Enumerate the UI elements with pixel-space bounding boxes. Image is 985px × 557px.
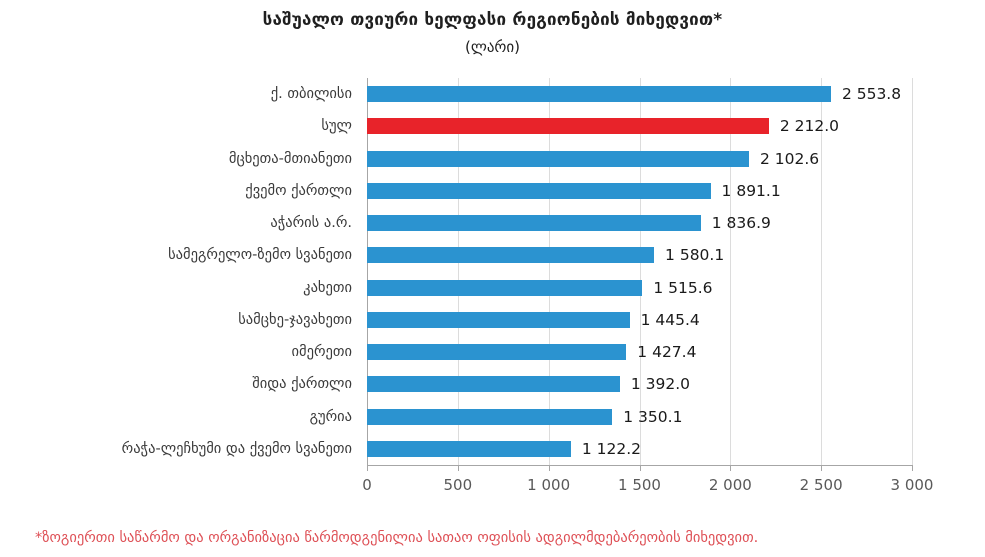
category-label: იმერეთი — [291, 344, 352, 361]
value-label: 1 836.9 — [711, 214, 771, 233]
bar-highlighted — [367, 118, 769, 135]
bar-track: 1 122.2 — [367, 433, 912, 465]
category-label: გურია — [309, 408, 352, 425]
bar-row: სულ 2 212.0 — [0, 110, 985, 142]
category-label: ქ. თბილისი — [270, 86, 352, 103]
gridline — [730, 78, 732, 465]
value-label: 1 392.0 — [630, 375, 691, 394]
category-label: რაჭა-ლეჩხუმი და ქვემო სვანეთი — [121, 440, 352, 457]
bar-track: 1 350.1 — [367, 401, 912, 433]
bar-row: ქვემო ქართლი 1 891.1 — [0, 175, 985, 207]
gridline — [639, 78, 641, 465]
chart-title: საშუალო თვიური ხელფასი რეგიონების მიხედვ… — [262, 10, 723, 30]
x-axis-line — [367, 465, 913, 466]
plot-area: ქ. თბილისი 2 553.8 სულ 2 212.0 მცხეთა-მთ… — [0, 78, 985, 494]
x-axis-tick — [548, 466, 550, 471]
category-label: მცხეთა-მთიანეთი — [228, 150, 352, 167]
value-label: 1 350.1 — [623, 407, 683, 426]
bar — [367, 215, 701, 232]
bar-row: სამცხე-ჯავახეთი 1 445.4 — [0, 304, 985, 336]
x-axis-tick — [639, 466, 641, 471]
bar — [367, 344, 627, 361]
category-label: სამცხე-ჯავახეთი — [238, 311, 352, 328]
x-axis-tick-label: 2 000 — [708, 476, 752, 494]
category-label: შიდა ქართლი — [252, 376, 352, 393]
bar-track: 2 102.6 — [367, 143, 912, 175]
value-label: 1 445.4 — [640, 310, 700, 329]
value-label: 1 427.4 — [637, 343, 697, 362]
x-axis-tick-label: 0 — [362, 476, 372, 494]
value-label: 2 212.0 — [779, 117, 840, 136]
x-axis-tick — [730, 466, 732, 471]
bar-track: 2 553.8 — [367, 78, 912, 110]
value-label: 2 553.8 — [841, 85, 902, 104]
bar-row: სამეგრელო-ზემო სვანეთი 1 580.1 — [0, 239, 985, 271]
bar-track: 1 580.1 — [367, 239, 912, 271]
bar-row: კახეთი 1 515.6 — [0, 272, 985, 304]
x-axis: 0 500 1 000 1 500 2 000 2 500 3 000 — [362, 466, 933, 506]
bar — [367, 150, 749, 167]
bar — [367, 408, 613, 425]
gridlines — [367, 78, 913, 465]
gridline — [457, 78, 459, 465]
x-axis-tick-label: 1 500 — [618, 476, 661, 494]
y-axis-line — [367, 78, 368, 465]
value-label: 1 580.1 — [665, 246, 725, 265]
gridline — [548, 78, 550, 465]
bar-track: 1 445.4 — [367, 304, 912, 336]
bar — [367, 376, 620, 393]
category-label: ქვემო ქართლი — [245, 182, 352, 199]
bar — [367, 86, 831, 103]
x-axis-tick — [821, 466, 823, 471]
bar — [367, 182, 711, 199]
category-label: სულ — [321, 118, 352, 135]
value-label: 2 102.6 — [759, 149, 820, 168]
bar — [367, 247, 655, 264]
category-label: კახეთი — [303, 279, 352, 296]
x-axis-tick — [367, 466, 368, 471]
bar-row: მცხეთა-მთიანეთი 2 102.6 — [0, 143, 985, 175]
bar-track: 1 515.6 — [367, 272, 912, 304]
bar-track: 2 212.0 — [367, 110, 912, 142]
category-label: სამეგრელო-ზემო სვანეთი — [168, 247, 352, 264]
bar — [367, 279, 643, 296]
x-axis-tick-label: 500 — [443, 476, 473, 494]
bar-row: აჭარის ა.რ. 1 836.9 — [0, 207, 985, 239]
bar-track: 1 427.4 — [367, 336, 912, 368]
value-label: 1 515.6 — [653, 278, 713, 297]
x-axis-tick-label: 1 000 — [527, 476, 571, 494]
bar-track: 1 836.9 — [367, 207, 912, 239]
value-label: 1 122.2 — [581, 439, 642, 458]
x-axis-tick — [457, 466, 459, 471]
bar-row: იმერეთი 1 427.4 — [0, 336, 985, 368]
x-axis-tick — [912, 466, 913, 471]
bar-row: გურია 1 350.1 — [0, 401, 985, 433]
bar — [367, 311, 630, 328]
bar-row: ქ. თბილისი 2 553.8 — [0, 78, 985, 110]
bar-track: 1 891.1 — [367, 175, 912, 207]
gridline — [912, 78, 913, 465]
gridline — [821, 78, 823, 465]
x-axis-tick-label: 3 000 — [890, 476, 934, 494]
x-axis-tick-label: 2 500 — [799, 476, 843, 494]
bar-row: რაჭა-ლეჩხუმი და ქვემო სვანეთი 1 122.2 — [0, 433, 985, 465]
category-label: აჭარის ა.რ. — [270, 215, 352, 232]
footnote: *ზოგიერთი საწარმო და ორგანიზაცია წარმოდგ… — [35, 530, 759, 546]
bar-track: 1 392.0 — [367, 368, 912, 400]
bar-row: შიდა ქართლი 1 392.0 — [0, 368, 985, 400]
chart-subtitle: (ლარი) — [465, 38, 520, 56]
bar — [367, 440, 571, 457]
value-label: 1 891.1 — [721, 181, 781, 200]
bar-rows: ქ. თბილისი 2 553.8 სულ 2 212.0 მცხეთა-მთ… — [0, 78, 985, 465]
